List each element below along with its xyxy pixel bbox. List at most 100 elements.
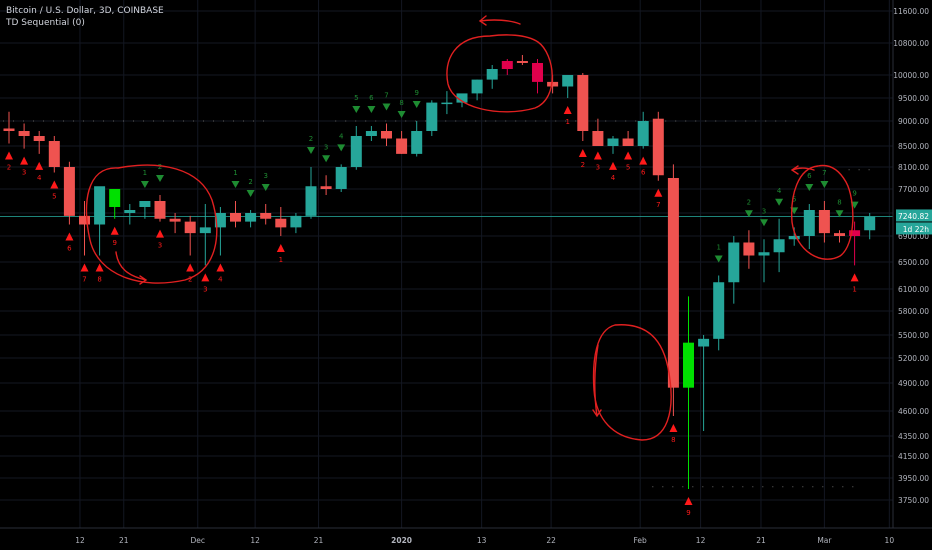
candle-body (260, 213, 272, 219)
td-count-down-label: 3 (596, 164, 600, 172)
last-price-badge (896, 209, 932, 222)
annotation-circle-feb (446, 34, 553, 113)
td-sell-triangle (140, 181, 149, 188)
candle (48, 136, 60, 173)
candle (607, 136, 619, 154)
td-count-down-label: 3 (22, 169, 26, 177)
td-sell-triangle (352, 106, 361, 113)
td-count-down-label: 6 (641, 169, 646, 177)
td-count-down-label: 4 (611, 174, 616, 182)
annotation-arrow-apr (790, 165, 815, 175)
candle (667, 164, 679, 416)
candle-body (758, 252, 770, 256)
price-axis: 3750.00 3950.00 4150.00 4350.00 4600.00 4900.… (892, 0, 929, 528)
price-tick-label: 6100.00 (898, 285, 929, 294)
candle-body (788, 236, 800, 240)
td-buy-triangle (216, 263, 225, 272)
td-count-up-label: 8 (399, 99, 403, 107)
td-sequential-signals: 2 3 4 5 6 7 8 9 1 2 3 2 3 4 1 2 3 1 2 3 4 5 6 7 8 9 1 2 3 4 5 6 7 8 9 1 2 3 4 5… (5, 89, 859, 517)
td-count-down-label: 6 (67, 245, 72, 253)
last-price-value: 7240.82 (898, 212, 929, 221)
td-sell-triangle (307, 147, 315, 154)
price-tick-label: 4600.00 (898, 407, 929, 416)
candle-body (743, 242, 755, 256)
chart-grid (0, 0, 893, 528)
candle-body (365, 131, 377, 136)
td-count-down-label: 8 (671, 436, 675, 444)
td-count-down-label: 9 (686, 509, 690, 517)
price-tick-label: 5800.00 (898, 307, 929, 316)
td-buy-triangle (201, 273, 210, 282)
td-count-down-label: 2 (581, 161, 585, 169)
candle (818, 201, 830, 243)
td-sell-triangle (805, 184, 814, 191)
td-buy-triangle (593, 151, 602, 160)
candle (637, 111, 649, 149)
td-count-down-label: 3 (203, 285, 207, 293)
price-tick-label: 11600.00 (893, 7, 929, 16)
candle-body (320, 186, 332, 189)
td-count-up-label: 6 (369, 94, 374, 102)
candle (365, 126, 377, 141)
candle-body (683, 342, 694, 388)
candle (154, 195, 166, 222)
td-sell-triangle (231, 181, 240, 188)
td-count-down-label: 4 (218, 276, 223, 284)
time-tick-label: 12 (696, 536, 706, 545)
price-tick-label: 7700.00 (898, 185, 929, 194)
candle (109, 189, 121, 219)
time-tick-label: 12 (250, 536, 260, 545)
candle-body (562, 75, 574, 87)
td-sell-triangle (820, 181, 829, 188)
td-count-up-label: 7 (822, 169, 826, 177)
price-tick-label: 9500.00 (898, 94, 929, 103)
td-count-up-label: 1 (716, 244, 720, 252)
td-sell-triangle (744, 210, 753, 218)
candle-body (698, 338, 710, 347)
candle-body (381, 131, 392, 139)
td-count-down-label: 9 (112, 239, 116, 247)
time-tick-label: Feb (634, 536, 648, 545)
td-buy-triangle (50, 180, 59, 189)
candle (305, 167, 317, 219)
td-count-up-label: 7 (384, 92, 388, 100)
td-sell-triangle (246, 190, 255, 197)
price-tick-label: 8500.00 (898, 142, 929, 151)
td-buy-triangle (578, 149, 587, 157)
td-buy-triangle (65, 232, 74, 241)
candle-body (411, 131, 423, 154)
candle (622, 131, 634, 146)
candle (245, 210, 257, 228)
td-count-up-label: 3 (762, 207, 766, 215)
candle (562, 75, 574, 98)
indicator-label: TD Sequential (0) (6, 18, 85, 28)
td-sell-triangle (337, 144, 346, 152)
price-tick-label: 10000.00 (893, 71, 929, 80)
td-count-down-label: 2 (188, 276, 192, 284)
candle (486, 65, 498, 89)
candle-body (577, 75, 589, 131)
td-buy-triangle (186, 263, 195, 272)
price-tick-label: 4900.00 (898, 379, 929, 388)
candle (834, 230, 845, 243)
td-sell-triangle (714, 255, 723, 263)
candle (199, 204, 211, 266)
candle-body (124, 210, 136, 213)
td-count-down-label: 1 (852, 285, 856, 293)
candle (139, 201, 151, 219)
candle (230, 201, 241, 228)
candle-body (773, 239, 785, 253)
candle (683, 296, 694, 489)
td-buy-triangle (639, 156, 648, 165)
td-buy-triangle (669, 424, 678, 432)
candle-body (396, 138, 408, 154)
td-count-up-label: 3 (263, 172, 267, 180)
candle-body (245, 213, 257, 222)
candle (501, 59, 513, 75)
candle (169, 213, 181, 234)
candle-body (350, 136, 362, 167)
td-buy-triangle (5, 151, 13, 160)
td-buy-triangle (563, 106, 572, 114)
td-sell-triangle (835, 210, 844, 218)
